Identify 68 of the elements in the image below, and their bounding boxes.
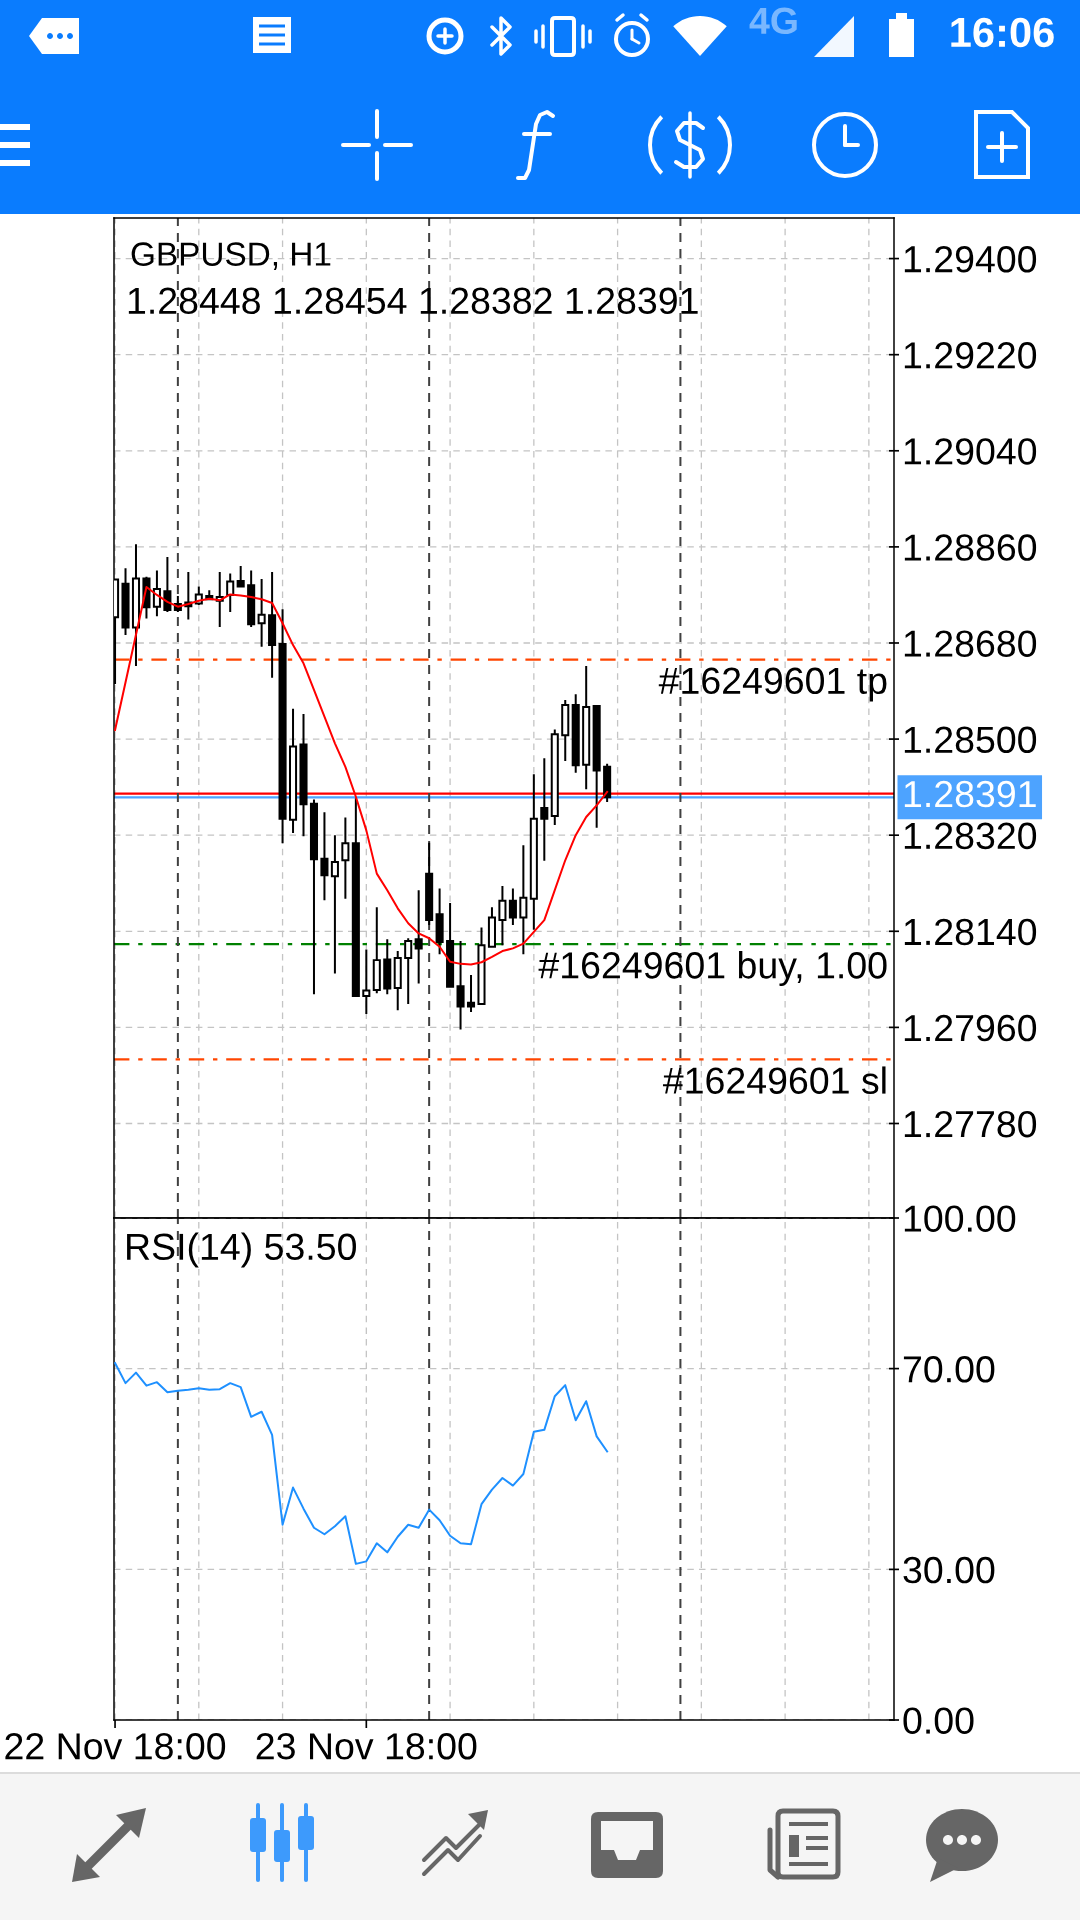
candlestick [425, 841, 434, 926]
ref-line-label: 1.28391 [904, 780, 1036, 808]
candlestick [341, 816, 350, 900]
ref-line-label: #16249601 sl [662, 1066, 886, 1094]
candlestick [435, 887, 444, 956]
candlestick [131, 543, 141, 667]
candlestick [561, 699, 570, 762]
candlestick [278, 608, 287, 845]
y-tick-label: 1.28320 [904, 822, 1037, 850]
y-tick-label: 1.27780 [904, 1110, 1037, 1138]
y-tick-label: 1.28140 [904, 918, 1037, 946]
y-tick-label: 1.28860 [904, 534, 1037, 561]
candlestick [299, 713, 308, 838]
x-tick-label: 22 Nov 18:00 [5, 1732, 226, 1760]
candlestick [393, 950, 402, 1012]
candlestick [309, 798, 319, 996]
candlestick [268, 570, 277, 679]
y-tick-label: 1.29220 [904, 342, 1037, 369]
candlestick [351, 797, 360, 997]
y-tick-label: 70.00 [903, 1356, 995, 1383]
y-tick-label: 100.00 [904, 1205, 1016, 1232]
candlestick [487, 906, 496, 949]
y-tick-label: 1.29040 [904, 438, 1037, 465]
y-tick-label: 1.29400 [904, 245, 1037, 273]
candlestick [592, 704, 601, 829]
y-tick-label: 30.00 [903, 1556, 995, 1584]
y-tick-label: 1.28680 [904, 630, 1037, 657]
candlestick [414, 889, 423, 985]
x-tick-label: 23 Nov 18:00 [256, 1732, 477, 1760]
y-tick-label: 0.00 [903, 1707, 974, 1734]
candlestick [372, 906, 381, 995]
candlestick [226, 572, 235, 614]
text: 4G [749, 7, 797, 35]
candlestick [163, 556, 172, 614]
candlestick [289, 707, 298, 835]
candlestick [446, 902, 455, 989]
candlestick [508, 887, 517, 926]
candlestick [603, 762, 612, 804]
y-tick-label: 1.28500 [904, 726, 1037, 754]
candlestick [519, 844, 528, 956]
candlestick [215, 570, 224, 628]
candlestick [498, 884, 507, 947]
candlestick [571, 693, 580, 774]
ref-line-label: #16249601 tp [658, 667, 887, 702]
text: 1.28448 1.28454 1.28382 1.28391 [128, 287, 698, 315]
ref-line-label: #16249601 buy, 1.00 [538, 951, 887, 987]
text: GBPUSD, H1 [131, 242, 331, 270]
candlestick [540, 757, 549, 862]
candlestick [236, 565, 245, 588]
candlestick [330, 834, 339, 975]
candlestick [582, 664, 591, 791]
candlestick [404, 937, 413, 1005]
candlestick [466, 974, 476, 1013]
y-tick-label: 1.27960 [904, 1014, 1037, 1042]
line-series [114, 1362, 609, 1565]
candlestick [383, 938, 392, 996]
candlestick [320, 811, 329, 902]
candlestick [529, 773, 538, 931]
candlestick [362, 948, 371, 1016]
chart-title: RSI(14) 53.50 [127, 1232, 356, 1268]
candlestick [247, 569, 256, 628]
text: 16:06 [951, 17, 1054, 48]
candlestick [477, 926, 486, 1005]
candlestick [121, 567, 130, 636]
candlestick [152, 569, 161, 618]
candlestick [456, 939, 465, 1031]
candlestick [257, 577, 266, 648]
candlestick [550, 728, 559, 827]
